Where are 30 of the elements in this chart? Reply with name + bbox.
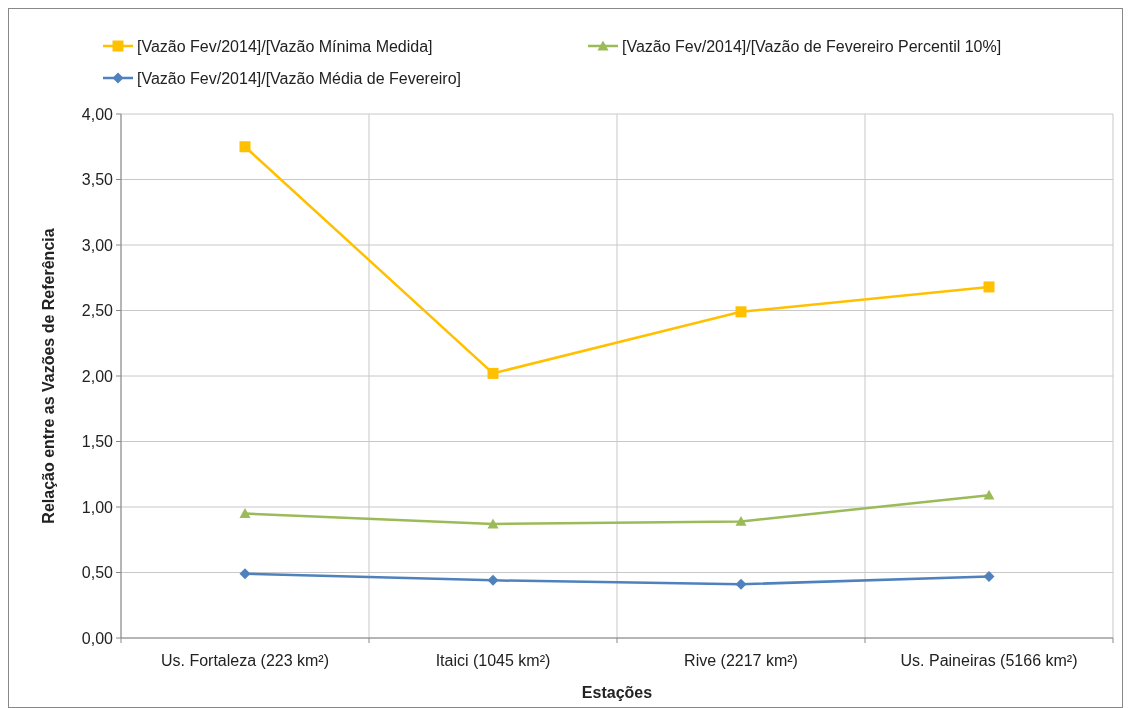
point: [983, 489, 995, 500]
point: [735, 306, 747, 318]
point: [983, 281, 995, 293]
y-axis-title: Relação entre as Vazões de Referência: [40, 228, 57, 524]
y-tick-label: 3,00: [81, 236, 114, 254]
x-axis-title: Estações: [581, 684, 653, 701]
point: [735, 578, 747, 590]
y-tick-label: 1,00: [81, 498, 114, 516]
point: [487, 518, 499, 529]
legend-label: [Vazão Fev/2014]/[Vazão Mínima Medida]: [137, 37, 433, 55]
legend-label: [Vazão Fev/2014]/[Vazão de Fevereiro Percentil 10%]: [622, 37, 1002, 55]
x-tick-label: Us. Paineiras (5166 km²): [900, 652, 1078, 669]
point: [983, 570, 995, 582]
point: [239, 568, 251, 580]
point: [239, 141, 251, 153]
point: [487, 367, 499, 379]
legend-label: [Vazão Fev/2014]/[Vazão Média de Fevereiro]: [137, 69, 462, 87]
y-tick-label: 2,50: [81, 302, 114, 320]
point: [239, 508, 251, 518]
y-tick-label: 2,00: [81, 367, 114, 385]
point: [487, 574, 499, 586]
y-tick-label: 0,50: [81, 564, 114, 582]
x-tick-label: Us. Fortaleza (223 km²): [160, 652, 330, 669]
y-tick-label: 3,50: [81, 171, 114, 189]
x-tick-label: Itaici (1045 km²): [435, 652, 551, 669]
y-tick-label: 1,50: [81, 433, 114, 451]
point: [735, 515, 747, 526]
x-tick-label: Rive (2217 km²): [684, 652, 798, 669]
y-tick-label: 4,00: [81, 105, 114, 123]
y-tick-label: 0,00: [81, 629, 114, 647]
